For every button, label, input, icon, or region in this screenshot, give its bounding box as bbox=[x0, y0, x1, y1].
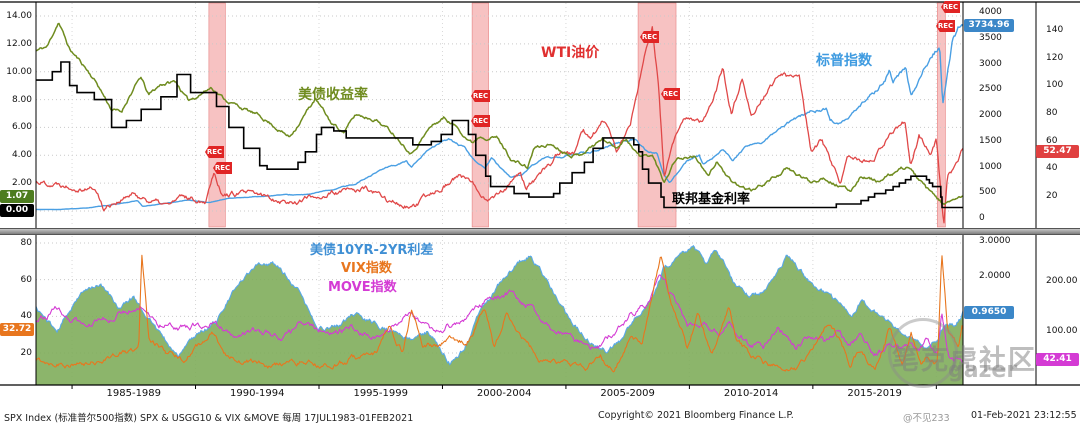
x-axis-label: 2005-2009 bbox=[600, 388, 655, 399]
recession-marker: REC bbox=[936, 20, 955, 32]
author-handle: @不见233 bbox=[903, 413, 950, 424]
axis-tick-label: 14.00 bbox=[6, 11, 32, 21]
legend-move-index: MOVE指数 bbox=[328, 280, 397, 295]
axis-tick-label: 12.00 bbox=[6, 38, 32, 49]
axis-tick-label: 6.00 bbox=[11, 122, 32, 133]
last-value-badge: 1.07 bbox=[0, 189, 34, 203]
last-value-badge: 3734.96 bbox=[964, 19, 1014, 33]
axis-tick-label: 100 bbox=[1046, 80, 1064, 91]
legend-sp-index: 标普指数 bbox=[816, 53, 872, 69]
legend-wti-oil-price: WTI油价 bbox=[541, 45, 600, 61]
axis-tick-label: 20 bbox=[1046, 191, 1058, 201]
axis-tick-label: 40 bbox=[1046, 163, 1058, 174]
axis-tick-label: 80 bbox=[20, 238, 32, 248]
axis-tick-label: 40 bbox=[20, 311, 32, 322]
axis-tick-label: 60 bbox=[1046, 135, 1058, 146]
x-axis-label: 2010-2014 bbox=[723, 388, 779, 399]
recession-band bbox=[937, 2, 946, 228]
axis-tick-label: 0 bbox=[979, 213, 985, 223]
series-line bbox=[36, 26, 963, 224]
axis-tick-label: 140 bbox=[1046, 25, 1064, 35]
series-area bbox=[36, 245, 963, 385]
legend-us-treasury-yield: 美债收益率 bbox=[298, 87, 368, 103]
series-area-edge bbox=[36, 244, 963, 366]
last-value-badge: 42.41 bbox=[1036, 353, 1079, 367]
axis-tick-label: 100.00 bbox=[1046, 326, 1078, 336]
copyright-notice: Copyright© 2021 Bloomberg Finance L.P. bbox=[598, 410, 794, 421]
legend-10yr-2yr-spread: 美债10YR-2YR利差 bbox=[310, 243, 434, 258]
last-value-badge: 0.00 bbox=[0, 203, 34, 217]
recession-marker: REC bbox=[205, 146, 224, 158]
axis-tick-label: 3.0000 bbox=[979, 236, 1011, 246]
x-axis-label: 2015-2019 bbox=[847, 388, 902, 399]
recession-marker: REC bbox=[213, 162, 232, 174]
series-line bbox=[36, 23, 963, 211]
axis-tick-label: 1000 bbox=[979, 161, 1002, 172]
recession-marker: REC bbox=[941, 1, 960, 13]
last-value-badge: 0.9650 bbox=[964, 305, 1014, 319]
legend-vix-index: VIX指数 bbox=[341, 261, 392, 276]
x-axis-label: 1995-1999 bbox=[353, 388, 408, 399]
axis-tick-label: 80 bbox=[1046, 108, 1058, 118]
axis-tick-label: 60 bbox=[20, 274, 32, 285]
axis-tick-label: 4000 bbox=[979, 7, 1002, 17]
x-axis-label: 1985-1989 bbox=[106, 388, 162, 399]
recession-band bbox=[208, 2, 226, 228]
recession-marker: REC bbox=[471, 115, 490, 127]
last-value-badge: 52.47 bbox=[1036, 144, 1079, 158]
series-line bbox=[36, 274, 963, 363]
axis-tick-label: 2.0000 bbox=[979, 271, 1011, 281]
axis-tick-label: 10.00 bbox=[6, 66, 32, 77]
legend-fed-funds-rate: 联邦基金利率 bbox=[672, 192, 751, 207]
axis-tick-label: 4.00 bbox=[11, 150, 32, 161]
axis-tick-label: 500 bbox=[979, 187, 997, 198]
axis-tick-label: 2500 bbox=[979, 84, 1002, 95]
axis-tick-label: 8.00 bbox=[11, 94, 32, 105]
footer: SPX Index (标准普尔500指数) SPX & USGG10 & VIX… bbox=[0, 402, 1080, 424]
x-axis-label: 2000-2004 bbox=[476, 388, 532, 399]
x-axis-label: 1990-1994 bbox=[229, 388, 285, 399]
series-line bbox=[36, 22, 963, 206]
axis-tick-label: 120 bbox=[1046, 52, 1064, 63]
axis-tick-label: 3000 bbox=[979, 58, 1002, 69]
recession-marker: REC bbox=[640, 31, 659, 43]
axis-tick-label: 2000 bbox=[979, 110, 1002, 120]
axis-tick-label: 3500 bbox=[979, 32, 1002, 43]
axis-tick-label: 20 bbox=[20, 348, 32, 358]
axis-tick-label: 1500 bbox=[979, 135, 1002, 146]
last-value-badge: 32.72 bbox=[0, 323, 34, 337]
series-line bbox=[36, 254, 963, 373]
chart-description: SPX Index (标准普尔500指数) SPX & USGG10 & VIX… bbox=[4, 413, 414, 424]
axis-tick-label: 2.00 bbox=[11, 178, 32, 189]
recession-marker: REC bbox=[471, 90, 490, 102]
panel-splitter[interactable] bbox=[0, 228, 1080, 235]
series-step-line bbox=[36, 61, 963, 209]
recession-marker: REC bbox=[661, 88, 680, 100]
axis-tick-label: 200.00 bbox=[1046, 276, 1078, 286]
timestamp: 01-Feb-2021 23:12:55 bbox=[971, 410, 1077, 421]
